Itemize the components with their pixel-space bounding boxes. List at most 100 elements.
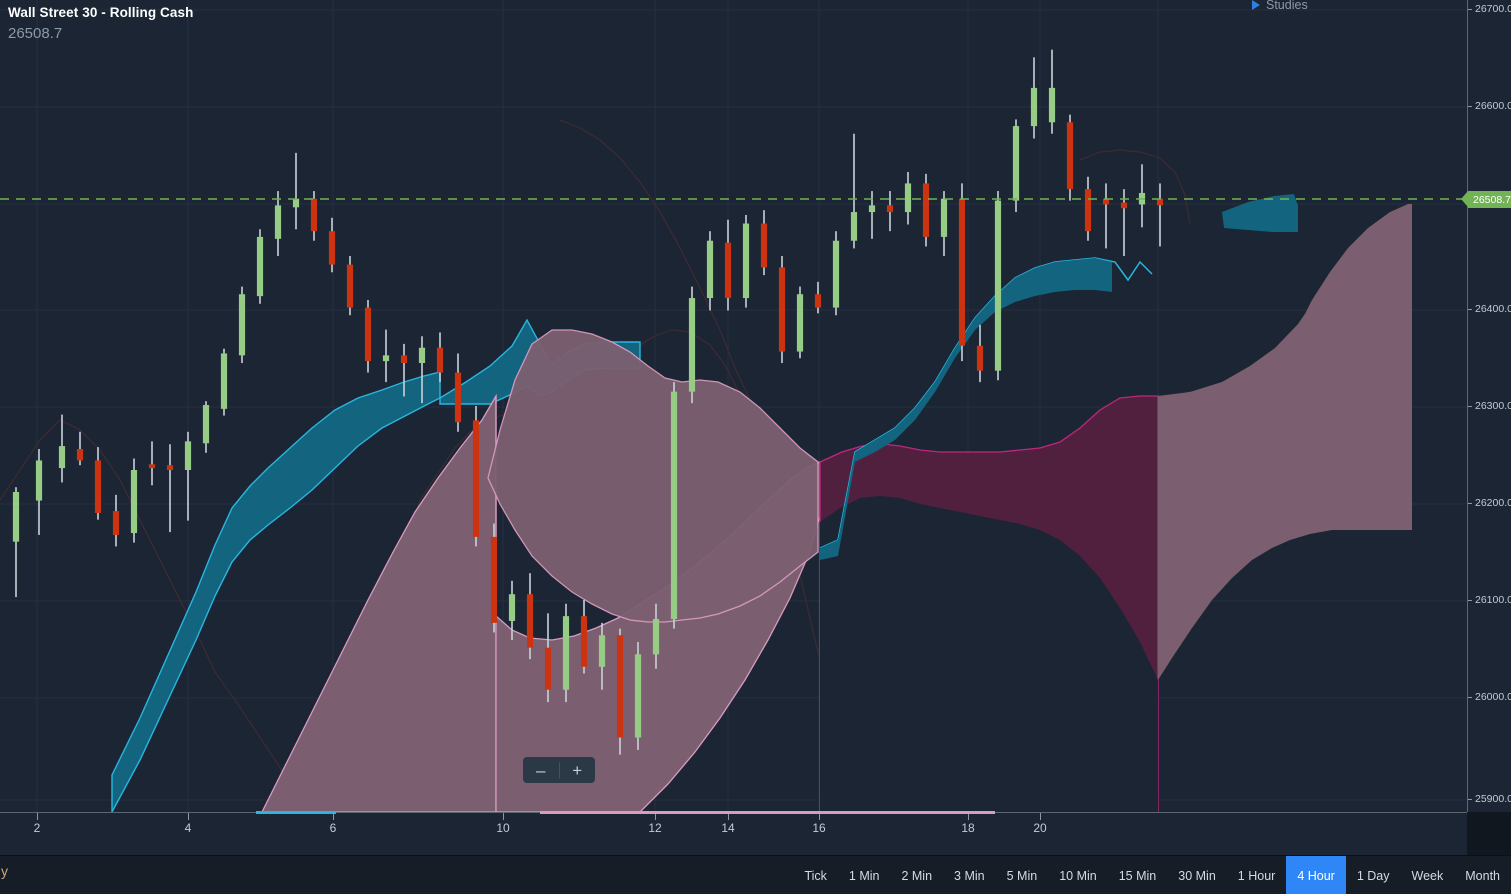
time-tick-label: 16 (812, 821, 826, 835)
price-axis[interactable]: 26700.026600.026500.026400.026300.026200… (1461, 0, 1511, 812)
price-tick: 26400.0 (1468, 303, 1511, 317)
zoom-controls[interactable]: – + (523, 757, 595, 783)
candlestick (1102, 183, 1110, 249)
candle-body (328, 231, 336, 265)
timeframe-button-1-min[interactable]: 1 Min (848, 868, 880, 883)
candle-body (472, 420, 480, 537)
price-tick: 26100.0 (1468, 594, 1511, 608)
bottom-toolbar: y Tick 1 Min 2 Min 3 Min 5 Min 10 Min 15 Min 30… (0, 855, 1511, 894)
candle-body (670, 391, 678, 620)
zoom-out-button[interactable]: – (536, 760, 546, 780)
timeframe-button-3-min[interactable]: 3 Min (954, 868, 985, 883)
candlestick (148, 441, 156, 486)
candlestick (850, 133, 858, 249)
candle-body (58, 446, 66, 469)
tick-dash (1468, 600, 1472, 601)
timeframe-button-2-min[interactable]: 2 Min (901, 868, 933, 883)
timeframe-button-week[interactable]: Week (1411, 868, 1444, 883)
candlestick (706, 231, 714, 311)
candle-body (850, 212, 858, 241)
tick-bar (1040, 813, 1041, 820)
candle-body (1066, 122, 1074, 190)
candlestick (1066, 114, 1074, 201)
price-chart-canvas[interactable] (0, 0, 1467, 812)
candle-body (508, 594, 516, 621)
price-tick-label: 26700.0 (1475, 3, 1511, 15)
cloud-future-purple-2 (1158, 206, 1412, 680)
candlestick (12, 487, 20, 598)
candle-body (418, 347, 426, 364)
candlestick (634, 641, 642, 750)
candle-body (202, 405, 210, 444)
candle-body (1012, 126, 1020, 201)
tick-bar (37, 813, 38, 820)
candle-body (1030, 87, 1038, 127)
candle-body (886, 205, 894, 213)
candle-body (958, 198, 966, 346)
time-tick-label: 12 (648, 821, 662, 835)
timeframe-button-tick[interactable]: Tick (804, 868, 827, 883)
candle-body (130, 470, 138, 534)
candle-body (634, 654, 642, 738)
candlestick (832, 231, 840, 316)
candlestick (238, 286, 246, 364)
candle-body (76, 448, 84, 461)
price-tick: 26200.0 (1468, 497, 1511, 511)
current-price-tag: 26508.7 (1461, 191, 1511, 208)
candlestick (598, 622, 606, 690)
candle-body (274, 205, 282, 239)
candlestick-series (12, 49, 1164, 755)
tick-bar (188, 813, 189, 820)
candlestick (310, 191, 318, 241)
candlestick (544, 613, 552, 703)
time-axis[interactable]: 2 4 6 10 12 14 16 18 20 (0, 811, 1467, 855)
candlestick (796, 286, 804, 359)
candle-body (148, 464, 156, 469)
candle-body (598, 635, 606, 667)
timeframe-button-1-day[interactable]: 1 Day (1356, 868, 1390, 883)
candlestick (958, 183, 966, 362)
zoom-in-button[interactable]: + (572, 760, 583, 780)
price-tick: 26300.0 (1468, 400, 1511, 414)
time-tick-label: 20 (1033, 821, 1047, 835)
tick-dash (1468, 406, 1472, 407)
candlestick (724, 219, 732, 311)
candle-body (220, 353, 228, 409)
candlestick (454, 353, 462, 432)
candlestick (904, 171, 912, 225)
timeframe-button-10-min[interactable]: 10 Min (1059, 868, 1097, 883)
candlestick (58, 414, 66, 483)
timeframe-button-4-hour[interactable]: 4 Hour (1286, 856, 1346, 894)
candle-body (184, 441, 192, 471)
candle-body (256, 236, 264, 297)
timeframe-button-1-hour[interactable]: 1 Hour (1237, 868, 1276, 883)
candlestick (940, 191, 948, 257)
candlestick (184, 431, 192, 521)
candlestick (616, 628, 624, 755)
candlestick (364, 299, 372, 373)
candlestick (814, 281, 822, 314)
candlestick (778, 256, 786, 364)
timeframe-button-30-min[interactable]: 30 Min (1178, 868, 1216, 883)
tick-dash (1468, 503, 1472, 504)
time-tick-label: 2 (33, 821, 41, 835)
candlestick (526, 573, 534, 660)
candle-body (562, 616, 570, 690)
candle-body (364, 307, 372, 362)
studies-label: Studies (1266, 0, 1308, 12)
candlestick (490, 523, 498, 633)
candlestick (1156, 183, 1164, 247)
price-tick-label: 26200.0 (1475, 497, 1511, 509)
timeframe-button-month[interactable]: Month (1465, 868, 1500, 883)
bottom-left-text: y (1, 863, 8, 879)
time-tick-label: 6 (329, 821, 337, 835)
timeframe-button-15-min[interactable]: 15 Min (1118, 868, 1157, 883)
price-tick: 25900.0 (1468, 793, 1511, 807)
studies-toggle[interactable]: Studies (1252, 0, 1308, 12)
candle-body (760, 223, 768, 268)
candlestick (328, 217, 336, 273)
timeframe-button-group[interactable]: Tick 1 Min 2 Min 3 Min 5 Min 10 Min 15 Min 30 M… (793, 856, 1511, 894)
price-tick-label: 25900.0 (1475, 793, 1511, 805)
timeframe-button-5-min[interactable]: 5 Min (1006, 868, 1038, 883)
